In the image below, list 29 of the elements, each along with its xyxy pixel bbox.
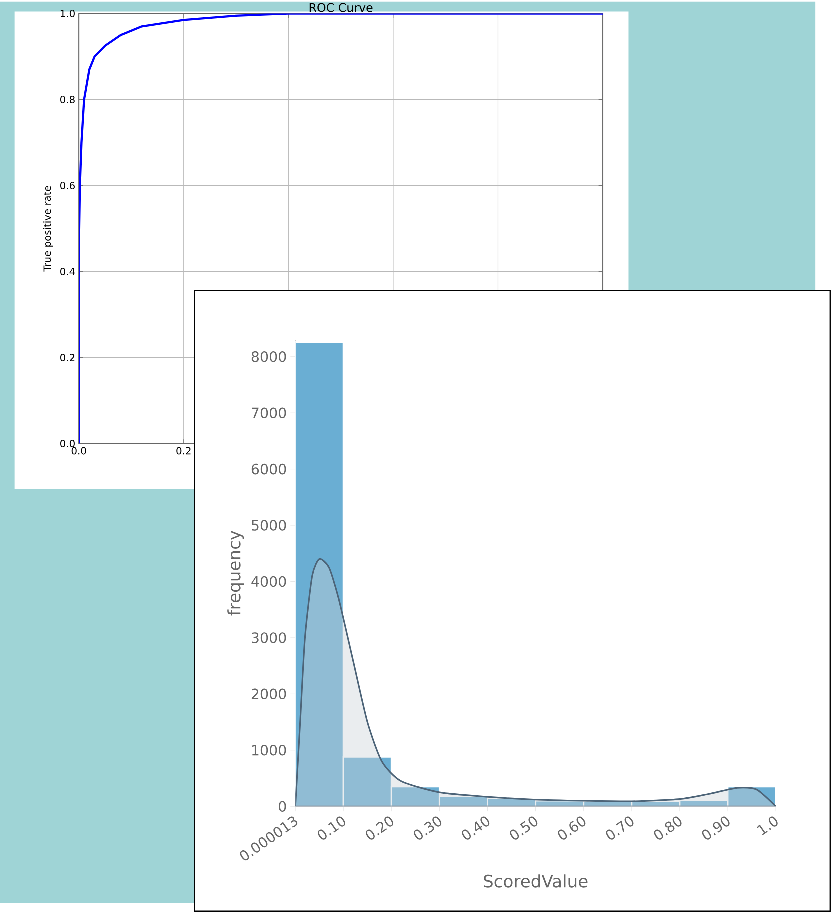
y-tick-label: 1000	[252, 745, 286, 756]
x-axis-title: ScoredValue	[484, 874, 588, 888]
y-tick-label: 2000	[252, 688, 286, 700]
y-tick-label: 0.0	[60, 440, 75, 448]
y-tick-label: 0.6	[60, 182, 75, 190]
chart-title: ROC Curve	[310, 3, 373, 12]
y-tick-label: 6000	[252, 464, 286, 475]
y-tick-label: 4000	[252, 576, 286, 588]
x-tick-label: 0.60	[558, 816, 586, 840]
y-tick-label: 7000	[252, 408, 286, 418]
y-tick-label: 5000	[252, 520, 286, 531]
y-tick-label: 0	[279, 801, 286, 812]
x-tick-label: 0.80	[654, 816, 682, 840]
x-tick-label: 0.90	[702, 816, 730, 840]
y-tick-label: 1.0	[60, 10, 75, 18]
y-tick-label: 8000	[252, 352, 286, 362]
y-tick-label: 0.4	[60, 268, 76, 276]
x-tick-label: 0.10	[318, 816, 346, 840]
y-axis-title: frequency	[228, 530, 244, 616]
x-tick-label: 0.50	[510, 816, 538, 840]
x-tick-label: 1.0	[757, 816, 778, 836]
x-tick-label: 0.20	[366, 816, 394, 840]
y-tick-label: 3000	[252, 632, 286, 644]
y-tick-label: 0.8	[60, 96, 75, 104]
x-tick-label: 0.70	[606, 816, 634, 840]
x-tick-label: 0.40	[462, 816, 490, 840]
y-axis-title: True positive rate	[44, 186, 54, 272]
x-tick-label: 0.30	[414, 816, 442, 840]
y-tick-label: 0.2	[60, 354, 75, 362]
